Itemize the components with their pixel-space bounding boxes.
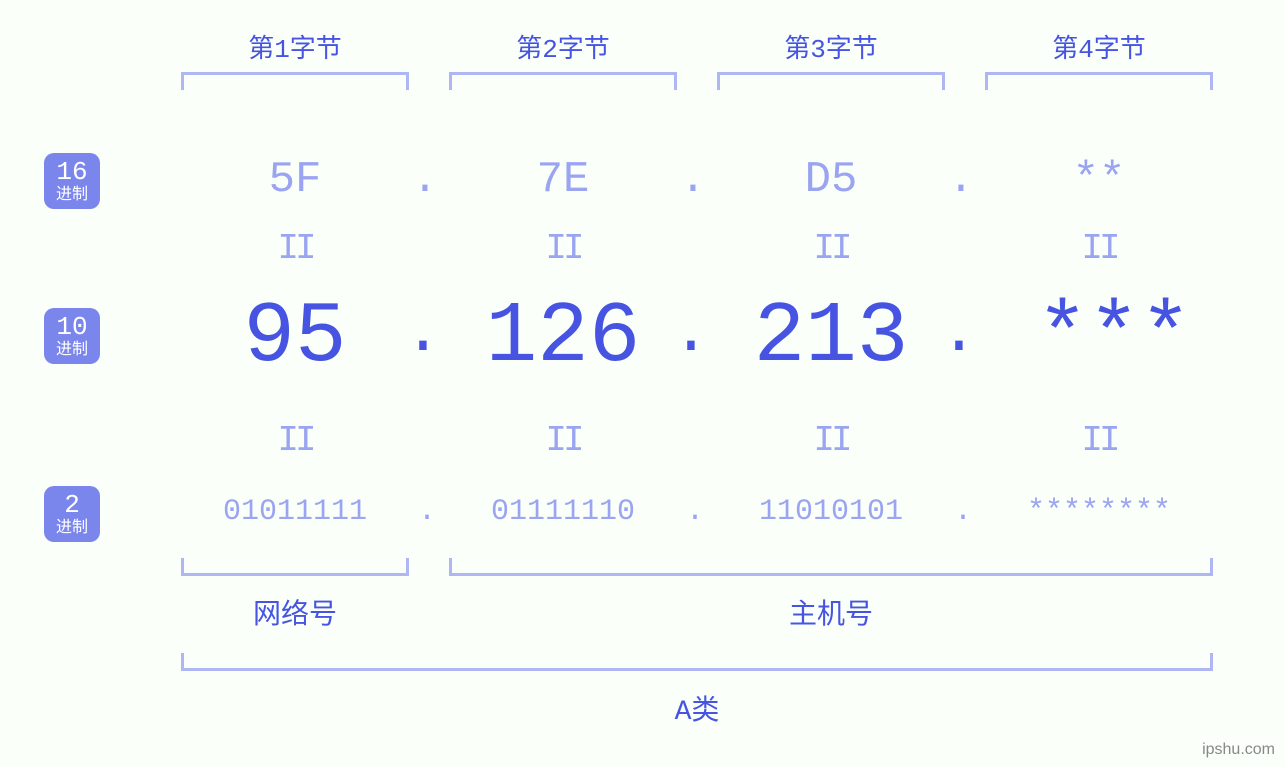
diagram-canvas: 16 进制 10 进制 2 进制 第1字节 第2字节 第3字节 第4字节 5F … [0,0,1285,767]
dec-byte-4: *** [984,288,1244,386]
bin-byte-2: 01111110 [443,495,683,529]
byte-label-1: 第1字节 [195,28,395,65]
bracket-byte-4 [985,72,1213,90]
eq-dec-bin-4: II [999,420,1199,461]
hex-byte-1: 5F [195,155,395,205]
badge-dec-number: 10 [56,314,87,340]
eq-hex-dec-4: II [999,228,1199,269]
hex-dot-1: . [410,155,440,205]
hex-dot-3: . [946,155,976,205]
badge-bin-number: 2 [64,492,80,518]
bin-dot-1: . [415,495,439,529]
badge-hex-number: 16 [56,159,87,185]
byte-label-2: 第2字节 [463,28,663,65]
eq-hex-dec-2: II [463,228,663,269]
hex-dot-2: . [678,155,708,205]
bracket-byte-1 [181,72,409,90]
eq-dec-bin-2: II [463,420,663,461]
bracket-byte-3 [717,72,945,90]
badge-hex: 16 进制 [44,153,100,209]
badge-dec-sub: 进制 [56,342,88,358]
eq-dec-bin-1: II [195,420,395,461]
badge-bin-sub: 进制 [56,520,88,536]
class-label: A类 [181,688,1213,728]
badge-dec: 10 进制 [44,308,100,364]
bin-byte-3: 11010101 [711,495,951,529]
hex-byte-3: D5 [731,155,931,205]
bracket-class [181,653,1213,671]
bin-dot-3: . [951,495,975,529]
bin-byte-4: ******** [979,495,1219,529]
bin-dot-2: . [683,495,707,529]
byte-label-3: 第3字节 [731,28,931,65]
host-label: 主机号 [449,592,1213,632]
hex-byte-4: ** [999,155,1199,205]
dec-byte-1: 95 [180,288,410,386]
byte-label-4: 第4字节 [999,28,1199,65]
dec-byte-3: 213 [716,288,946,386]
eq-dec-bin-3: II [731,420,931,461]
eq-hex-dec-1: II [195,228,395,269]
eq-hex-dec-3: II [731,228,931,269]
bracket-host [449,558,1213,576]
dec-byte-2: 126 [448,288,678,386]
bracket-network [181,558,409,576]
network-label: 网络号 [195,592,395,632]
badge-hex-sub: 进制 [56,187,88,203]
bracket-byte-2 [449,72,677,90]
bin-byte-1: 01011111 [175,495,415,529]
watermark: ipshu.com [1202,741,1275,759]
hex-byte-2: 7E [463,155,663,205]
dec-dot-3: . [939,298,979,370]
badge-bin: 2 进制 [44,486,100,542]
dec-dot-2: . [671,298,711,370]
dec-dot-1: . [403,298,443,370]
